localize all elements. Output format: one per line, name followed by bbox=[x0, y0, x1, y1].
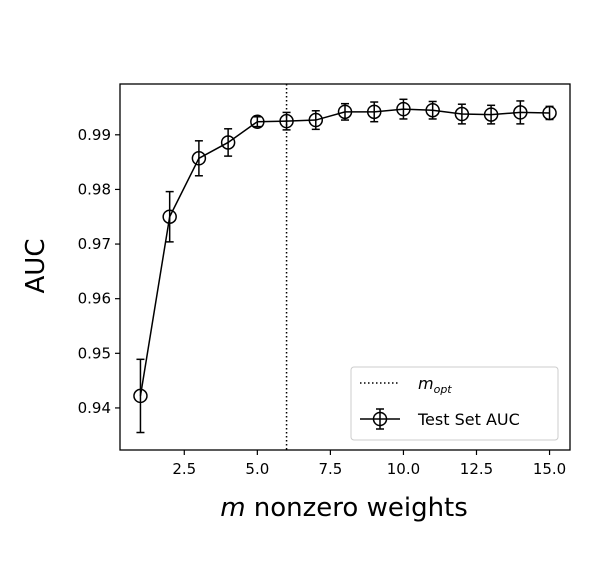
data-point bbox=[308, 112, 324, 128]
x-tick-label: 15.0 bbox=[533, 460, 566, 478]
x-axis-label: m nonzero weights bbox=[220, 493, 468, 523]
x-axis: 2.5 5.0 7.5 10.0 12.5 15.0 bbox=[172, 450, 566, 478]
x-tick-label: 10.0 bbox=[387, 460, 420, 478]
y-tick-label: 0.98 bbox=[78, 180, 111, 198]
axes-frame bbox=[119, 83, 571, 451]
legend-series-label: Test Set AUC bbox=[417, 410, 520, 429]
data-point bbox=[425, 102, 440, 118]
y-axis-label: AUC bbox=[21, 239, 51, 294]
data-point bbox=[162, 209, 177, 224]
data-point bbox=[337, 104, 353, 120]
x-tick-label: 7.5 bbox=[318, 460, 342, 478]
data-point bbox=[279, 113, 294, 129]
data-point bbox=[483, 107, 499, 122]
data-point bbox=[396, 101, 411, 117]
x-tick-label: 5.0 bbox=[245, 460, 269, 478]
data-point bbox=[133, 388, 148, 404]
y-tick-label: 0.95 bbox=[78, 344, 111, 362]
data-point bbox=[454, 106, 470, 122]
data-point bbox=[191, 151, 207, 166]
legend-box bbox=[350, 366, 559, 441]
legend-mopt-label: mopt bbox=[418, 374, 452, 396]
x-axis-label-rest: nonzero weights bbox=[246, 493, 468, 523]
x-tick-label: 2.5 bbox=[172, 460, 196, 478]
y-tick-label: 0.94 bbox=[78, 399, 111, 417]
plot-area bbox=[133, 84, 557, 450]
data-point bbox=[366, 104, 382, 120]
data-point bbox=[513, 105, 528, 120]
y-tick-label: 0.99 bbox=[78, 126, 111, 144]
legend-series-marker bbox=[372, 411, 388, 427]
x-axis-label-var: m bbox=[220, 493, 245, 523]
y-axis: 0.94 0.95 0.96 0.97 0.98 0.99 bbox=[78, 126, 120, 417]
data-point bbox=[250, 114, 265, 129]
y-tick-label: 0.96 bbox=[78, 290, 111, 308]
data-point bbox=[542, 105, 557, 121]
legend: mopt Test Set AUC bbox=[350, 366, 559, 441]
x-tick-label: 12.5 bbox=[460, 460, 493, 478]
y-tick-label: 0.97 bbox=[78, 235, 111, 253]
data-point bbox=[220, 135, 236, 150]
